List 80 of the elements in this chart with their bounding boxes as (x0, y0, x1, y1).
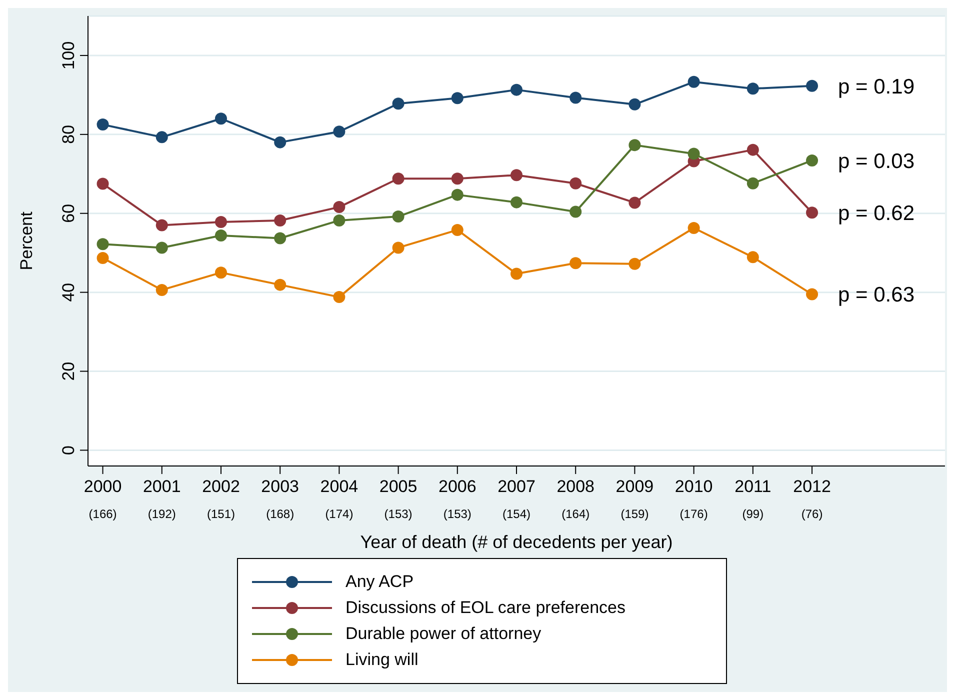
legend-label: Discussions of EOL care preferences (346, 598, 626, 618)
point (156, 284, 168, 296)
point (570, 257, 582, 270)
y-tick-label: 20 (59, 362, 78, 381)
point (510, 196, 522, 208)
annotation: p = 0.63 (838, 284, 914, 307)
x-tick-label: 2008 (164) (556, 477, 595, 521)
x-tick-label: 2009 (159) (616, 477, 654, 521)
point (333, 291, 346, 304)
point (96, 118, 109, 131)
x-axis-title: Year of death (# of decedents per year) (360, 532, 673, 552)
point (274, 136, 286, 148)
point (156, 242, 168, 254)
x-tick-label: 2000 (166) (84, 477, 122, 521)
point (333, 126, 346, 138)
point (392, 210, 404, 223)
point (806, 288, 818, 300)
point (392, 172, 404, 185)
point (628, 196, 641, 209)
point (688, 148, 700, 160)
point (96, 252, 109, 264)
point (451, 224, 464, 236)
point (688, 76, 700, 88)
point (392, 242, 404, 254)
point (570, 177, 582, 190)
point (274, 278, 286, 291)
legend-label: Any ACP (346, 572, 414, 592)
x-tick-label: 2010 (176) (674, 477, 713, 521)
point (214, 112, 227, 125)
x-tick-label: 2004 (174) (320, 477, 358, 521)
y-tick-label: 100 (59, 41, 78, 70)
point (214, 216, 227, 228)
point (570, 206, 582, 218)
point (333, 214, 346, 226)
x-tick-label: 2005 (153) (379, 477, 418, 521)
point (392, 98, 404, 110)
y-axis-title: Percent (17, 211, 36, 270)
point (746, 82, 759, 95)
y-tick-label: 0 (59, 445, 78, 455)
point (451, 92, 464, 104)
point (96, 238, 109, 250)
x-tick-label: 2012 (76) (793, 477, 831, 521)
point (214, 229, 227, 242)
point (806, 154, 818, 166)
x-tick-label: 2003 (168) (261, 477, 299, 521)
point (214, 266, 227, 279)
point (96, 178, 109, 190)
x-tick-label: 2006 (153) (438, 477, 476, 521)
point (451, 188, 464, 201)
y-tick-label: 60 (59, 204, 78, 223)
point (806, 80, 818, 92)
point (510, 84, 522, 96)
point (570, 92, 582, 104)
point (333, 201, 346, 214)
point (156, 219, 168, 232)
x-tick-label: 2002 (151) (202, 477, 240, 521)
annotation: p = 0.19 (838, 75, 914, 98)
annotation: p = 0.62 (838, 202, 914, 226)
point (510, 268, 522, 280)
point (628, 98, 641, 110)
y-tick-label: 40 (59, 282, 78, 302)
y-tick-label: 80 (59, 124, 78, 144)
point (746, 144, 759, 156)
point (510, 169, 522, 182)
point (274, 214, 286, 226)
point (746, 251, 759, 264)
x-tick-label: 2007 (154) (498, 477, 536, 521)
x-tick-label: 2011 (99) (734, 477, 772, 521)
x-tick-label: 2001 (192) (142, 477, 181, 521)
point (274, 232, 286, 244)
point (156, 131, 168, 144)
point (451, 172, 464, 185)
legend-label: Living will (346, 650, 418, 670)
annotation: p = 0.03 (838, 150, 914, 173)
point (688, 222, 700, 234)
point (628, 139, 641, 152)
point (806, 206, 818, 219)
point (628, 258, 641, 270)
point (746, 177, 759, 190)
legend-label: Durable power of attorney (346, 624, 542, 644)
